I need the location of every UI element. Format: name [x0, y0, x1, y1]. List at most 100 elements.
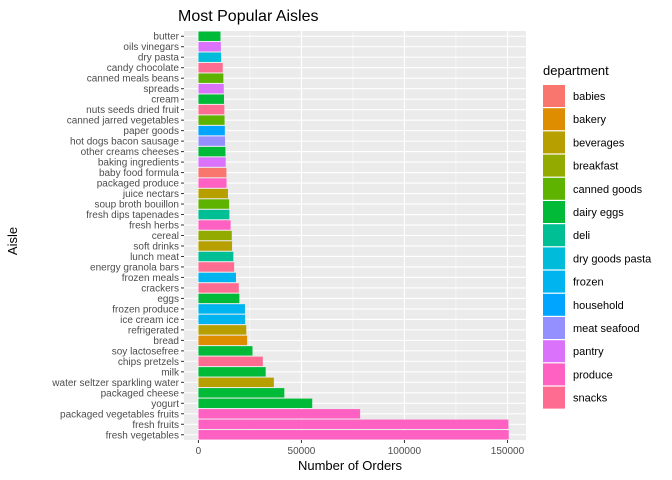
bar-frozen-meals — [198, 272, 236, 283]
bar-canned-meals-beans — [198, 73, 224, 83]
legend-label: canned goods — [573, 184, 643, 196]
bar-energy-granola-bars — [198, 262, 235, 272]
legend-key-bakery — [543, 108, 565, 131]
y-tick-label: paper goods — [123, 126, 179, 137]
legend-key-produce — [543, 363, 565, 386]
y-tick-label: ice cream ice — [120, 315, 179, 326]
y-tick-label: fresh herbs — [129, 221, 179, 232]
legend-label: frozen — [573, 277, 604, 289]
y-tick-label: chips pretzels — [118, 357, 179, 368]
y-tick-label: water seltzer sparkling water — [51, 378, 179, 389]
legend-label: babies — [573, 91, 606, 103]
x-tick-label: 50000 — [288, 446, 316, 457]
y-tick-label: frozen meals — [122, 273, 179, 284]
legend-label: meat seafood — [573, 323, 640, 335]
y-tick-label: nuts seeds dried fruit — [86, 105, 179, 116]
y-tick-label: frozen produce — [112, 304, 179, 315]
bar-bread — [198, 335, 248, 346]
bar-soup-broth-bouillon — [198, 199, 230, 209]
y-tick-label: soft drinks — [133, 241, 179, 252]
bar-yogurt — [198, 398, 313, 409]
bar-frozen-produce — [198, 304, 245, 314]
legend-key-canned-goods — [543, 177, 565, 200]
y-tick-label: other creams cheeses — [81, 147, 179, 158]
y-tick-label: crackers — [141, 283, 179, 294]
y-tick-label: butter — [153, 32, 179, 43]
y-tick-label: dry pasta — [138, 53, 180, 64]
y-tick-label: fresh dips tapenades — [86, 210, 179, 221]
y-tick-label: energy granola bars — [90, 262, 179, 273]
legend-label: dry goods pasta — [573, 253, 652, 265]
legend-label: deli — [573, 230, 590, 242]
bar-refrigerated — [198, 325, 247, 335]
legend-label: snacks — [573, 393, 608, 405]
bar-spreads — [198, 83, 224, 94]
y-tick-label: canned jarred vegetables — [67, 116, 179, 127]
legend-label: beverages — [573, 137, 625, 149]
y-tick-label: soy lactosefree — [112, 346, 180, 357]
bar-soy-lactosefree — [198, 346, 253, 356]
y-tick-label: cream — [151, 95, 179, 106]
bar-packaged-produce — [198, 178, 227, 188]
y-tick-label: fresh fruits — [132, 420, 179, 431]
bar-crackers — [198, 283, 239, 293]
bar-canned-jarred-vegetables — [198, 115, 225, 125]
bar-fresh-dips-tapenades — [198, 209, 230, 220]
y-tick-label: baby food formula — [99, 168, 179, 179]
bar-candy-chocolate — [198, 62, 223, 73]
bar-fresh-vegetables — [198, 430, 509, 440]
y-tick-label: soup broth bouillon — [94, 200, 179, 211]
bar-packaged-cheese — [198, 388, 285, 398]
y-tick-label: hot dogs bacon sausage — [70, 137, 179, 148]
y-tick-label: cereal — [152, 231, 179, 242]
bar-soft-drinks — [198, 241, 233, 251]
y-tick-label: packaged vegetables fruits — [60, 409, 179, 420]
y-tick-label: packaged produce — [97, 179, 180, 190]
bar-fresh-fruits — [198, 419, 509, 429]
legend-key-dry-goods-pasta — [543, 247, 565, 270]
y-tick-label: oils vinegars — [123, 42, 179, 53]
legend-title: department — [543, 63, 609, 78]
legend-key-breakfast — [543, 154, 565, 177]
x-tick-label: 100000 — [388, 446, 422, 457]
legend-label: pantry — [573, 346, 604, 358]
bar-butter — [198, 31, 221, 41]
y-tick-label: packaged cheese — [101, 388, 180, 399]
chart-title: Most Popular Aisles — [178, 8, 319, 25]
bar-juice-nectars — [198, 188, 228, 199]
legend-label: bakery — [573, 114, 607, 126]
bars — [198, 31, 509, 440]
y-tick-label: canned meals beans — [87, 74, 179, 85]
bar-nuts-seeds-dried-fruit — [198, 104, 225, 115]
legend-key-beverages — [543, 131, 565, 154]
bar-cereal — [198, 230, 232, 241]
legend-key-pantry — [543, 340, 565, 363]
y-axis-title: Aisle — [5, 227, 20, 255]
bar-oils-vinegars — [198, 42, 221, 52]
legend-key-snacks — [543, 386, 565, 409]
x-axis-title: Number of Orders — [298, 458, 403, 473]
x-tick-labels: 0 50000 100000 150000 — [196, 440, 525, 457]
bar-milk — [198, 367, 266, 377]
bar-packaged-vegetables-fruits — [198, 409, 361, 419]
y-tick-label: candy chocolate — [107, 63, 180, 74]
legend-label: produce — [573, 369, 613, 381]
bar-paper-goods — [198, 125, 225, 136]
y-tick-label: fresh vegetables — [106, 430, 179, 441]
bar-fresh-herbs — [198, 220, 231, 230]
y-tick-label: bread — [153, 336, 179, 347]
legend-key-meat-seafood — [543, 317, 565, 339]
legend-key-household — [543, 293, 565, 316]
bar-baby-food-formula — [198, 167, 227, 178]
bar-baking-ingredients — [198, 157, 226, 167]
legend-label: dairy eggs — [573, 207, 624, 219]
bar-cream — [198, 94, 225, 104]
x-tick-label: 0 — [196, 446, 202, 457]
y-tick-label: baking ingredients — [98, 158, 179, 169]
bar-hot-dogs-bacon-sausage — [198, 136, 226, 146]
y-tick-label: refrigerated — [128, 325, 179, 336]
bar-chips-pretzels — [198, 356, 263, 367]
bar-water-seltzer-sparkling-water — [198, 377, 274, 388]
